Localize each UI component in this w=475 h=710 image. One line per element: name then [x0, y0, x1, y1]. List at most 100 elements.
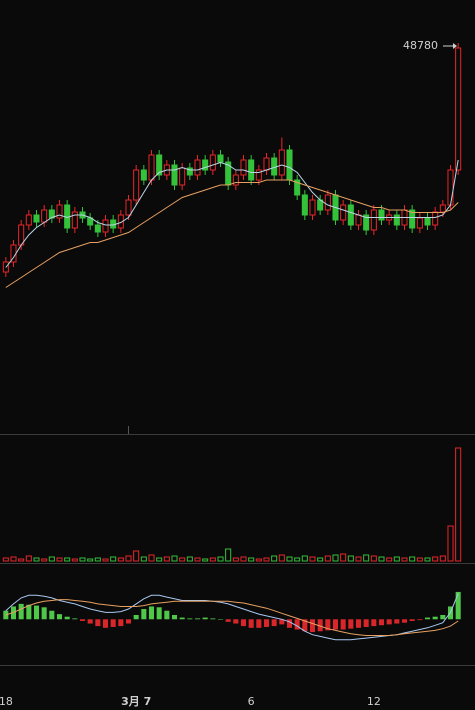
volume-bar — [432, 556, 439, 562]
volume-bar — [455, 447, 462, 562]
macd-bar — [263, 619, 270, 627]
volume-bar — [179, 557, 186, 562]
volume-bar — [286, 556, 293, 562]
macd-bar — [386, 619, 392, 625]
macd-bar — [325, 619, 331, 631]
macd-bar — [164, 610, 170, 620]
candle-body — [194, 159, 201, 176]
candle-body — [125, 199, 132, 216]
macd-bar — [18, 603, 24, 620]
volume-bar — [409, 556, 416, 562]
macd-bar — [156, 607, 162, 620]
macd-bar — [348, 619, 354, 629]
candle-body — [209, 154, 216, 171]
volume-bar — [102, 558, 109, 562]
macd-bar — [240, 619, 247, 627]
volume-bar — [18, 558, 25, 562]
candle-body — [263, 157, 270, 171]
x-tick-label: 18 — [0, 695, 13, 708]
macd-bar — [187, 618, 193, 620]
candle-body — [186, 167, 193, 176]
candle-body — [393, 214, 400, 226]
volume-bar — [48, 556, 55, 562]
high-label: 48780 — [403, 39, 438, 52]
macd-bar — [118, 619, 124, 627]
volume-bar — [194, 557, 201, 562]
macd-bar — [432, 616, 438, 620]
macd-bar — [424, 617, 431, 620]
macd-bar — [378, 619, 385, 626]
macd-bar — [95, 619, 101, 627]
macd-line — [5, 599, 459, 636]
volume-bar — [301, 555, 308, 562]
candle-body — [71, 211, 78, 229]
candle-body — [278, 149, 285, 176]
volume-bar — [2, 557, 9, 562]
candle-body — [301, 194, 308, 216]
candle-body — [432, 211, 439, 226]
candle-body — [25, 214, 32, 226]
macd-bar — [371, 619, 377, 627]
candle-body — [294, 179, 301, 196]
macd-bar — [302, 619, 308, 632]
candle-body — [409, 209, 416, 229]
candle-body — [240, 159, 247, 176]
macd-bar — [340, 619, 346, 630]
macd-bar — [363, 619, 369, 627]
volume-bar — [10, 556, 17, 562]
candle-body — [324, 194, 331, 211]
volume-bar — [209, 557, 216, 562]
volume-bar — [163, 556, 170, 562]
candle-body — [286, 149, 293, 181]
macd-bar — [102, 619, 109, 628]
volume-bar — [148, 554, 155, 562]
candle-body — [355, 214, 362, 226]
candle-body — [370, 209, 377, 231]
macd-bar — [455, 591, 461, 620]
macd-bar — [49, 610, 55, 620]
macd-bar — [194, 618, 201, 620]
volume-bar — [248, 557, 255, 562]
macd-bar — [72, 618, 78, 620]
candle-body — [56, 204, 63, 219]
macd-bar — [217, 619, 224, 620]
candle-body — [102, 219, 109, 233]
macd-bar — [309, 619, 316, 633]
volume-bar — [370, 555, 377, 562]
candle-body — [156, 154, 163, 176]
candle-body — [255, 169, 262, 181]
volume-bar — [340, 553, 347, 562]
macd-bar — [440, 615, 446, 620]
macd-bar — [110, 619, 116, 627]
volume-bar — [317, 557, 324, 562]
volume-bar — [332, 554, 339, 562]
macd-bar — [233, 619, 239, 624]
volume-bar — [171, 555, 178, 562]
volume-bar — [355, 556, 362, 562]
volume-bar — [87, 558, 94, 562]
volume-bar — [71, 558, 78, 562]
candle-body — [133, 169, 140, 201]
macd-bar — [409, 619, 415, 621]
volume-bar — [263, 557, 270, 562]
volume-bar — [309, 556, 316, 562]
candle-body — [347, 204, 354, 226]
macd-bar — [64, 616, 70, 620]
macd-bar — [26, 604, 32, 620]
candle-body — [217, 154, 224, 163]
volume-bar — [447, 525, 454, 562]
macd-bar — [202, 617, 208, 620]
volume-bar — [255, 558, 262, 562]
volume-bar — [25, 555, 32, 562]
volume-bar — [117, 557, 124, 562]
volume-bar — [393, 556, 400, 562]
macd-bar — [332, 619, 339, 630]
candle-body — [232, 174, 239, 186]
candle-body — [439, 204, 446, 213]
macd-bar — [56, 614, 63, 620]
macd-bar — [171, 615, 178, 620]
candle-body — [117, 214, 124, 229]
candle-body — [94, 224, 101, 233]
candle-body — [416, 217, 423, 229]
